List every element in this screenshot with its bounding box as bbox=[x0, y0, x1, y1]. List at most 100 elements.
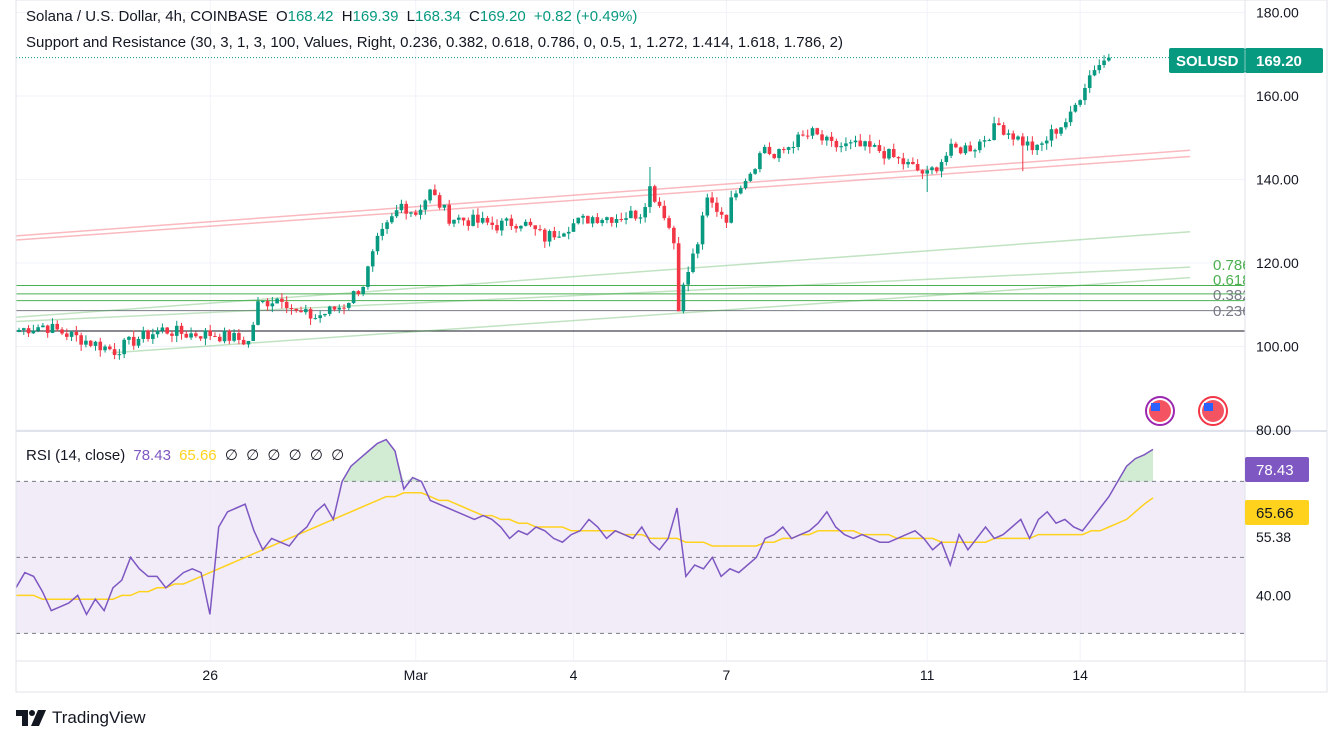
candle bbox=[112, 343, 117, 360]
rsi-legend[interactable]: RSI (14, close) 78.43 65.66 ∅ ∅ ∅ ∅ ∅ ∅ bbox=[26, 446, 348, 464]
candle bbox=[289, 304, 294, 315]
candle bbox=[758, 151, 762, 173]
candle bbox=[294, 308, 299, 313]
candle bbox=[901, 152, 906, 170]
candle bbox=[997, 117, 1001, 126]
price-axis-tick: 140.00 bbox=[1256, 172, 1299, 188]
fib-level-label: 0.382 bbox=[1213, 287, 1251, 304]
candle bbox=[710, 192, 714, 208]
candle bbox=[982, 135, 987, 148]
candle bbox=[729, 190, 734, 224]
candle bbox=[394, 204, 399, 218]
candle bbox=[227, 329, 232, 345]
candle bbox=[1035, 144, 1039, 155]
candle bbox=[609, 217, 614, 227]
candle bbox=[786, 146, 791, 154]
candle bbox=[1025, 136, 1030, 151]
candle bbox=[629, 205, 633, 219]
time-axis-tick: 11 bbox=[920, 667, 935, 683]
candle bbox=[944, 152, 949, 166]
candle bbox=[1016, 135, 1020, 141]
indicator-legend[interactable]: Support and Resistance (30, 3, 1, 3, 100… bbox=[26, 34, 847, 51]
candle bbox=[36, 324, 40, 333]
candle bbox=[347, 302, 351, 311]
candle bbox=[676, 236, 681, 312]
candle bbox=[681, 282, 686, 314]
candle bbox=[1006, 129, 1011, 140]
candle bbox=[810, 126, 815, 139]
price-axis-tick: 180.00 bbox=[1256, 5, 1299, 21]
us-flag-icon[interactable] bbox=[1198, 396, 1228, 426]
rsi-value-badge: 78.43 bbox=[1245, 457, 1309, 482]
candle bbox=[863, 140, 867, 151]
candle bbox=[576, 217, 581, 225]
candle bbox=[652, 184, 657, 203]
candle bbox=[925, 165, 929, 193]
candle bbox=[88, 340, 93, 348]
time-axis-tick: 7 bbox=[723, 667, 731, 683]
candle bbox=[165, 326, 169, 335]
candle bbox=[275, 297, 279, 304]
rsi-extra: ∅ bbox=[224, 447, 238, 464]
candle bbox=[891, 143, 896, 158]
candle bbox=[79, 332, 83, 351]
symbol-legend[interactable]: Solana / U.S. Dollar, 4h, COINBASE O168.… bbox=[26, 8, 641, 25]
candle bbox=[738, 185, 743, 195]
candle bbox=[825, 135, 829, 146]
candle bbox=[1097, 59, 1102, 74]
rsi-ma-badge-value: 65.66 bbox=[1256, 505, 1294, 522]
candle bbox=[796, 131, 800, 151]
candle bbox=[523, 219, 528, 227]
trendline bbox=[15, 149, 1191, 237]
candle bbox=[480, 211, 485, 225]
tradingview-logo[interactable]: TradingView bbox=[16, 708, 146, 728]
candle bbox=[1087, 70, 1092, 93]
price-axis-tick: 100.00 bbox=[1256, 339, 1299, 355]
rsi-label: RSI (14, close) bbox=[26, 447, 126, 464]
candle bbox=[495, 219, 499, 234]
badge-price: 169.20 bbox=[1256, 53, 1302, 70]
candle bbox=[782, 146, 786, 154]
us-flag-icon[interactable] bbox=[1145, 396, 1175, 426]
tradingview-logo-icon bbox=[16, 710, 46, 726]
candle bbox=[332, 306, 337, 312]
candle bbox=[232, 329, 236, 343]
candle bbox=[251, 321, 256, 341]
candle bbox=[103, 344, 107, 353]
candle bbox=[1059, 127, 1063, 137]
candle bbox=[715, 197, 719, 217]
candle bbox=[31, 324, 36, 334]
candle bbox=[50, 318, 55, 334]
candle bbox=[968, 141, 973, 152]
candle bbox=[136, 336, 141, 348]
candle bbox=[538, 224, 542, 232]
candle bbox=[351, 290, 356, 305]
candle bbox=[748, 172, 753, 183]
candle bbox=[772, 153, 777, 160]
rsi-ma-value: 65.66 bbox=[179, 447, 217, 464]
trendlines bbox=[15, 149, 1191, 354]
candle bbox=[237, 329, 241, 345]
fib-level-label: 0.618 bbox=[1213, 272, 1251, 289]
candle bbox=[887, 148, 891, 160]
candle bbox=[69, 330, 74, 342]
candle bbox=[844, 137, 848, 151]
candle bbox=[638, 214, 643, 224]
candle bbox=[762, 144, 767, 154]
candle bbox=[734, 190, 738, 201]
candle bbox=[433, 184, 437, 196]
candle bbox=[672, 225, 676, 250]
candle bbox=[1102, 55, 1106, 68]
time-axis-tick: 14 bbox=[1072, 667, 1088, 683]
candle bbox=[304, 304, 308, 315]
candle bbox=[461, 217, 466, 226]
rsi-extra: ∅ bbox=[331, 447, 345, 464]
candle bbox=[122, 337, 126, 359]
fib-levels bbox=[16, 285, 1245, 332]
candle bbox=[528, 218, 533, 227]
candle bbox=[280, 293, 284, 309]
candle bbox=[753, 168, 757, 175]
rsi-pane bbox=[15, 438, 1245, 634]
candle bbox=[930, 166, 934, 175]
